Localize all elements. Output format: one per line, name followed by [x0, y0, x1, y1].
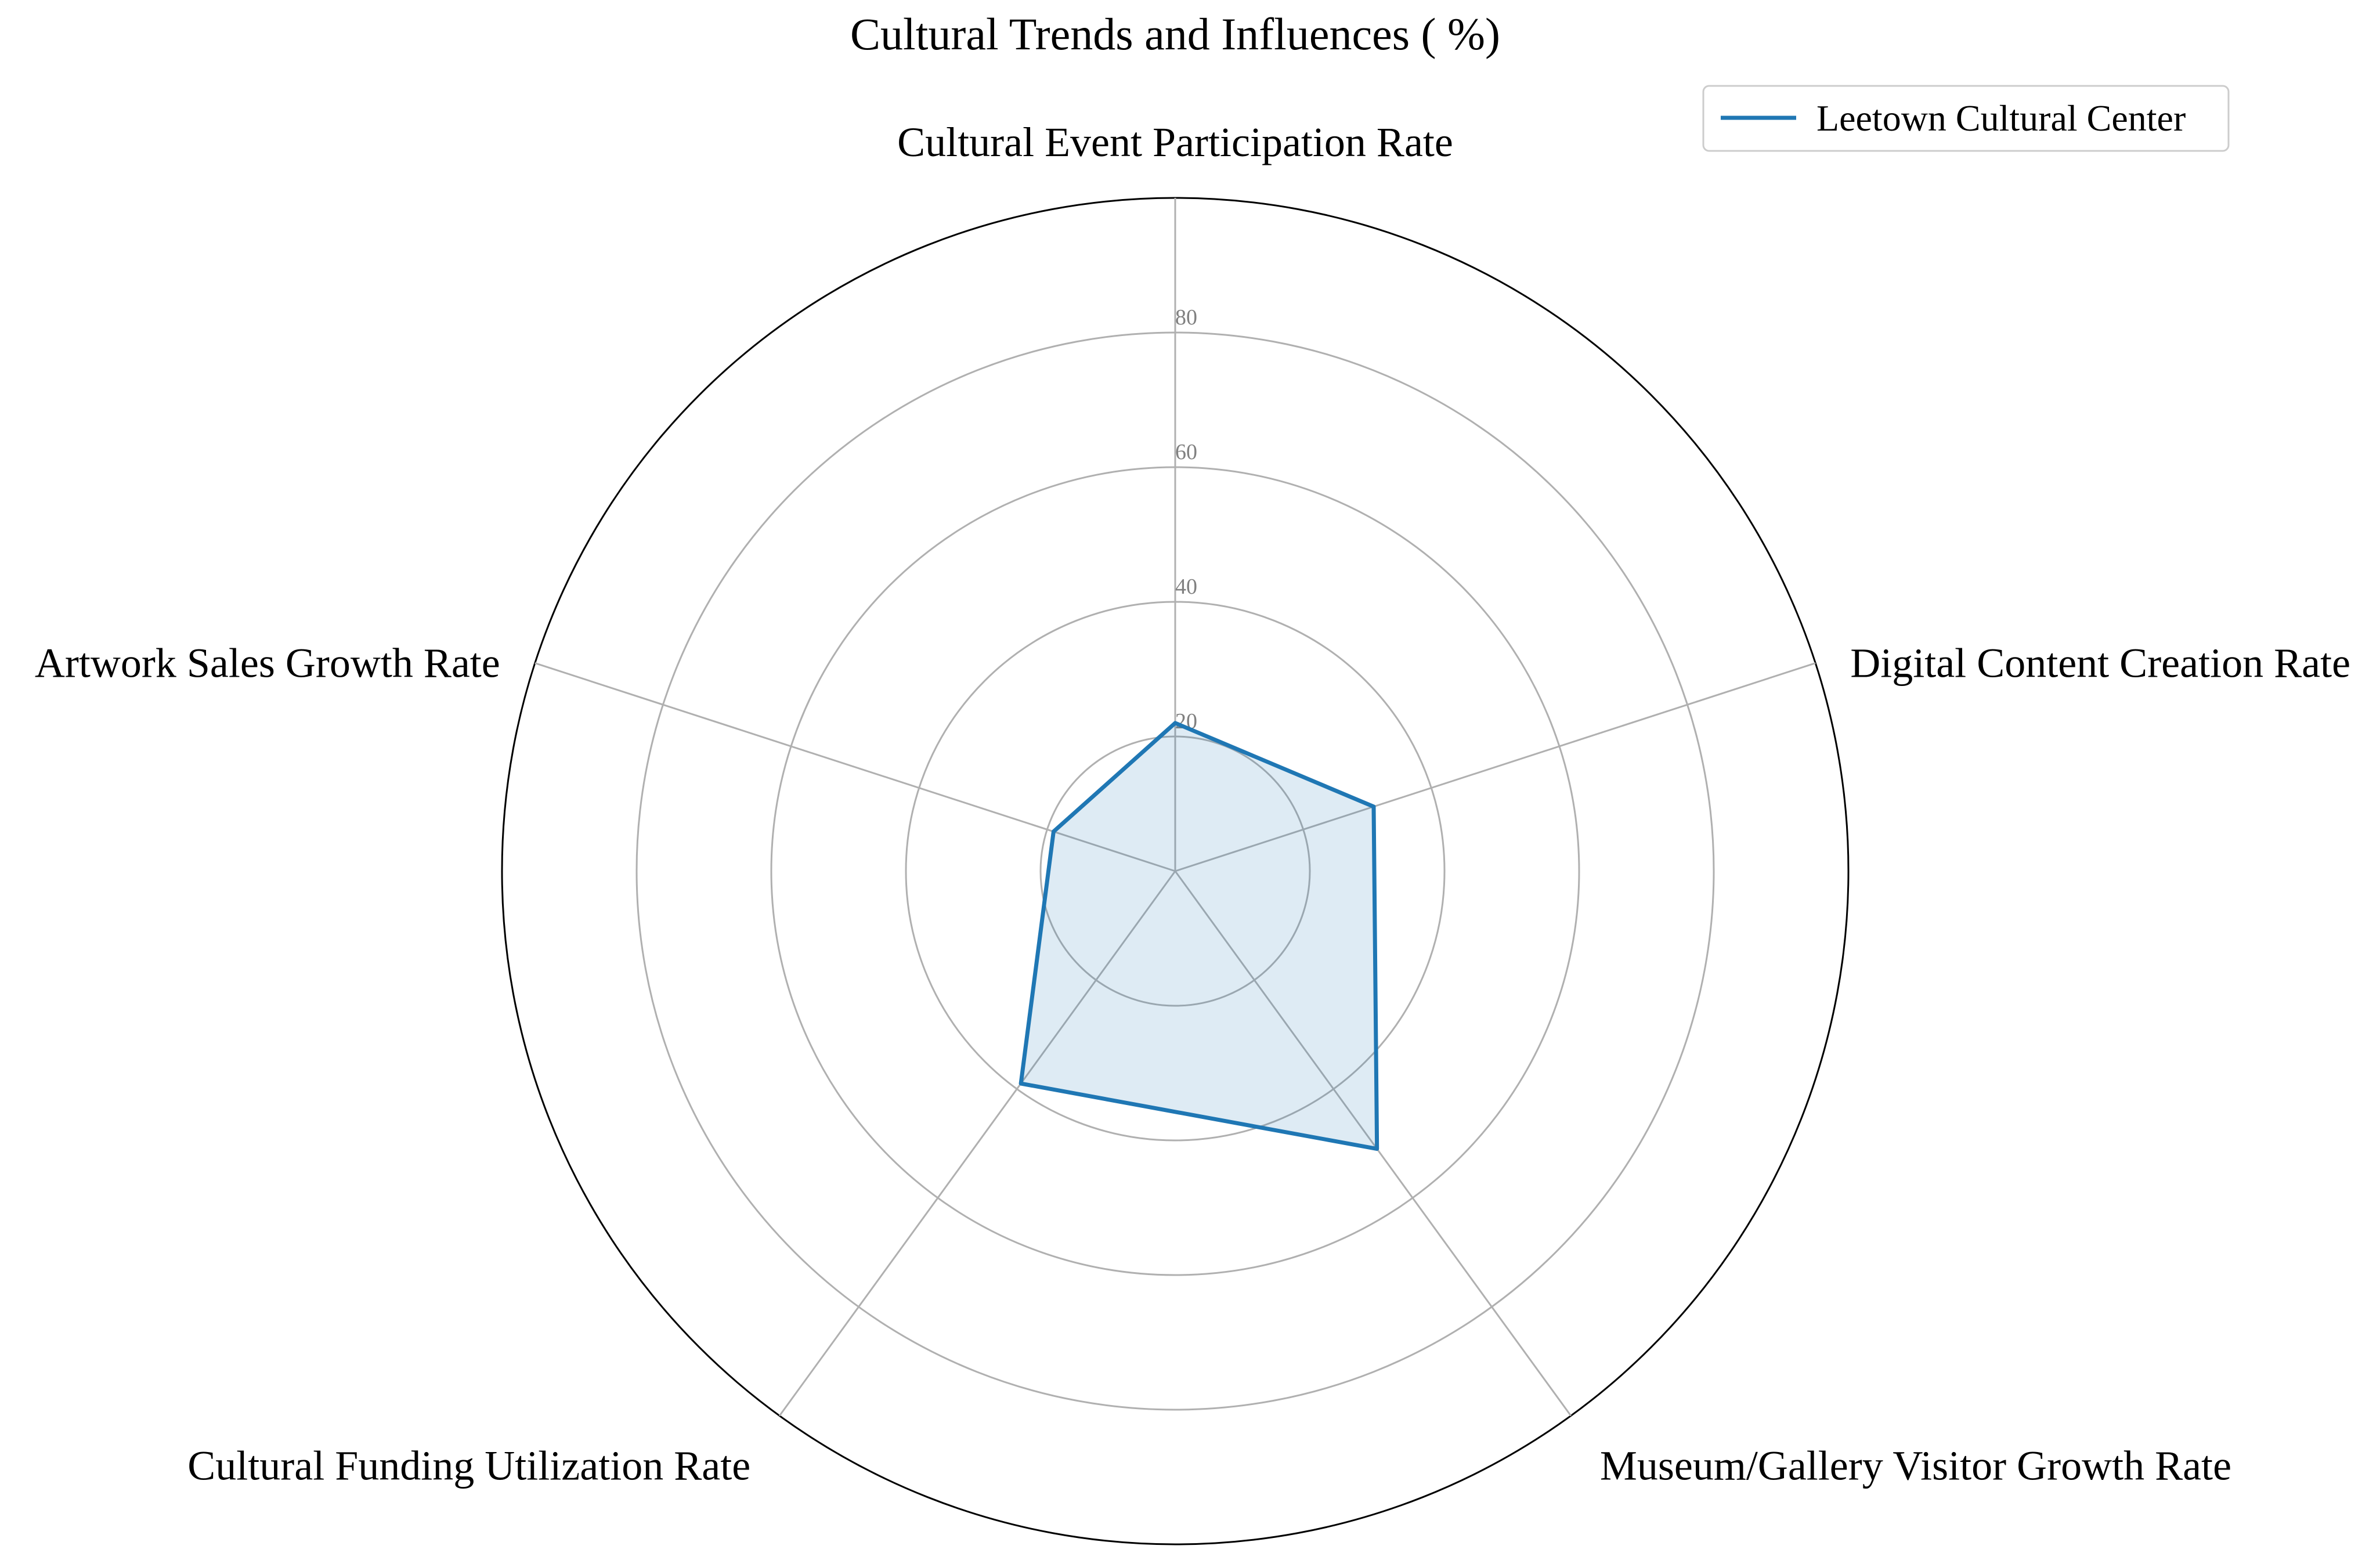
grid-spoke [1174, 871, 1572, 1417]
data-point [1175, 722, 1176, 724]
axis-label: Cultural Funding Utilization Rate [187, 1442, 750, 1489]
legend-label: Leetown Cultural Center [1816, 98, 2186, 139]
series-area [1021, 723, 1377, 1149]
grid-spoke [778, 871, 1176, 1417]
data-point [1373, 806, 1374, 807]
r-tick-label: 40 [1175, 575, 1197, 599]
data-point [1020, 1082, 1022, 1084]
data-point [1053, 830, 1054, 832]
chart-title: Cultural Trends and Influences ( %) [850, 9, 1500, 59]
axis-label: Museum/Gallery Visitor Growth Rate [1600, 1442, 2231, 1489]
axis-labels: Cultural Event Participation Rate Digital… [35, 119, 2350, 1489]
data-point [1376, 1148, 1378, 1150]
series-layer [1019, 721, 1379, 1151]
grid-spoke [534, 662, 1176, 872]
legend: Leetown Cultural Center [1702, 85, 2230, 152]
grid-spoke [1175, 662, 1816, 872]
legend-box [1702, 85, 2230, 152]
axis-label: Artwork Sales Growth Rate [35, 640, 500, 687]
axis-label: Digital Content Creation Rate [1850, 640, 2350, 687]
axis-label: Cultural Event Participation Rate [897, 119, 1453, 165]
r-tick-label: 60 [1175, 440, 1197, 464]
r-tick-label: 80 [1175, 305, 1197, 330]
series-line [1019, 721, 1379, 1151]
